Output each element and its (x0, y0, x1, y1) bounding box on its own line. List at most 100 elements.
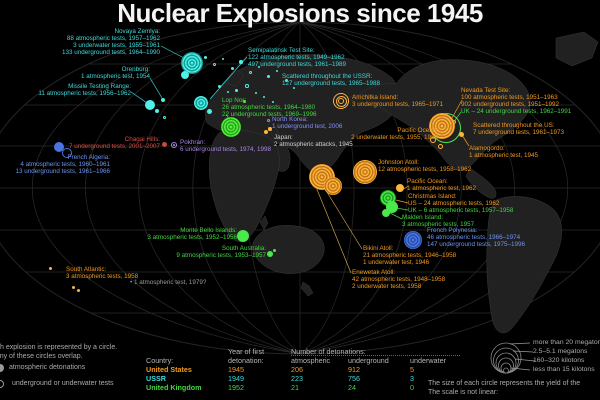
fr-rings-marker (404, 231, 422, 249)
ussr-ring-marker (275, 69, 279, 73)
ussr-fill-marker (257, 65, 261, 69)
ussr-rings-marker (194, 96, 208, 110)
label-line: 2 underwater tests, 1958 (352, 282, 422, 290)
label-line: 2 atmospheric attacks, 1945 (274, 140, 353, 148)
label-scattered-ussr: Scattered throughout the USSR: 127 underg… (282, 73, 381, 88)
label-line: US – 24 atmospheric tests, 1962 (408, 199, 500, 207)
leader-line (395, 199, 409, 204)
yield-note-line1: The size of each circle represents the y… (428, 380, 581, 387)
label-south-atlantic: South Atlantic: 3 atmospheric tests, 1958 (66, 266, 138, 281)
label-line: 88 atmospheric tests, 1957–1962 (66, 34, 160, 42)
leader-line (315, 186, 352, 274)
ussr-ring-marker (248, 70, 252, 74)
yield-label-3: less than 15 kilotons (533, 366, 595, 373)
atmospheric-legend-label: atmospheric detonations (9, 364, 86, 371)
table-cell: USSR (146, 374, 166, 383)
leader-line (149, 77, 163, 99)
jp-fill-marker (264, 130, 268, 134)
us-rings-marker (324, 177, 342, 195)
us-ring-marker (430, 137, 436, 143)
us-ring-marker (437, 143, 443, 149)
legend-intro-line2: Many of these circles overlap. (0, 353, 83, 360)
label-line: 122 atmospheric tests, 1949–1962 (248, 53, 345, 61)
label-line: 21 atmospheric tests, 1946–1958 (363, 251, 457, 259)
label-line: 127 underground tests, 1965–1988 (282, 79, 381, 87)
jp-fill-marker (268, 127, 272, 131)
label-line: 42 atmospheric tests, 1948–1958 (352, 275, 446, 283)
table-cell: underground (348, 356, 389, 365)
table-cell (146, 347, 228, 356)
table-cell: 206 (291, 365, 303, 374)
label-line: Lop Nor: (222, 97, 247, 104)
leader-line (510, 367, 531, 371)
us-fill-marker (458, 131, 464, 137)
label-line: 1 atmospheric test, 1954 (81, 72, 150, 80)
underground-legend-label: underground or underwater tests (12, 380, 114, 387)
yield-scale-circles (490, 342, 522, 374)
label-christmas-island: Christmas Island: US – 24 atmospheric tes… (408, 193, 514, 215)
ussr-ring-marker (262, 95, 266, 99)
uk-fill-marker (237, 230, 249, 242)
leader-line (512, 350, 534, 353)
label-missile-testing-range: Missile Testing Range: 11 atmospheric tes… (38, 83, 131, 98)
label-line: 1 atmospheric test, 1962 (407, 184, 476, 192)
us-ring-marker (333, 93, 349, 109)
label-line: 133 underground tests, 1964–1990 (61, 48, 160, 56)
yield-label-1: 2.5–5.1 megatons (533, 348, 588, 355)
label-japan: Japan: 2 atmospheric attacks, 1945 (274, 134, 353, 149)
in-ring-marker (171, 142, 177, 148)
label-novaya-zemlya: Novaya Zemlya: 88 atmospheric tests, 1957… (61, 28, 160, 57)
label-chagai-hills: Chagai Hills: 7 underground tests, 2001–2… (69, 136, 160, 151)
label-line: Johnston Atoll: (378, 159, 419, 166)
label-french-algeria: French Algeria: 4 atmospheric tests, 1960… (15, 154, 110, 176)
ussr-fill-marker (145, 100, 155, 110)
label-line: 13 underground tests, 1961–1966 (15, 167, 110, 175)
label-line: Monte Bello Islands: (180, 227, 237, 234)
table-cell: underwater (410, 356, 446, 365)
leader-line (395, 207, 409, 211)
label-monte-bello: Monte Bello Islands: 3 atmospheric tests,… (147, 227, 237, 242)
ussr-fill-marker (203, 55, 207, 59)
table-cell: 912 (348, 365, 360, 374)
label-line: 1 atmospheric test, 1945 (469, 151, 538, 159)
leader-line (403, 185, 409, 190)
label-orenburg: Orenburg: 1 atmospheric test, 1954 (81, 66, 150, 81)
ussr-ring-marker (162, 115, 166, 119)
label-enewetak-atoll: Enewetak Atoll: 42 atmospheric tests, 194… (352, 269, 446, 291)
label-line: Scattered throughout the USSR: (282, 73, 373, 80)
ussr-fill-marker (234, 88, 238, 92)
label-line: 1 underwater test, 1946 (363, 258, 430, 266)
table-cell: 1945 (228, 365, 244, 374)
table-cell: 24 (348, 383, 356, 392)
leader-line (321, 183, 363, 250)
label-vela-incident: • 1 atmospheric test, 1979? (130, 279, 206, 287)
leader-line (461, 134, 470, 147)
in-fill-marker (173, 144, 175, 146)
label-pacific-ocean-north: Pacific Ocean: 2 underwater tests, 1955, … (351, 127, 438, 142)
label-line: 22 underground tests, 1969–1996 (222, 110, 317, 118)
label-malden-island: Malden Island: 3 atmospheric tests, 1957 (402, 214, 475, 229)
label-line: 3 atmospheric tests, 1957 (402, 220, 475, 228)
label-line: 9 atmospheric tests, 1953–1957 (176, 251, 266, 259)
table-cell: Number of detonations: (291, 347, 460, 356)
table-cell: detonation: (228, 356, 264, 365)
detonations-table: Year of first Number of detonations: Count… (146, 347, 460, 392)
label-line: UK – 6 atmospheric tests, 1957–1958 (408, 206, 514, 214)
label-line: Orenburg: (121, 66, 150, 73)
ussr-fill-marker (292, 86, 296, 90)
leader-line (130, 91, 148, 104)
label-line: 4 atmospheric tests, 1960–1961 (20, 160, 110, 168)
ussr-rings-marker (181, 52, 203, 74)
atmospheric-circle-icon (0, 364, 4, 372)
label-line: 3 underground tests, 1965–1971 (352, 100, 444, 108)
label-bikini-atoll: Bikini Atoll: 21 atmospheric tests, 1946–… (363, 245, 457, 267)
us-fill-marker (71, 285, 75, 289)
table-cell: 1952 (228, 383, 244, 392)
us-rings-marker (429, 113, 455, 139)
ussr-fill-marker (217, 84, 221, 88)
label-line: 3 atmospheric tests, 1952–1956 (147, 233, 237, 241)
table-cell: Country: (146, 356, 174, 365)
legend-intro-line1: Each explosion is represented by a circl… (0, 344, 118, 351)
us-ring-marker (335, 95, 347, 107)
